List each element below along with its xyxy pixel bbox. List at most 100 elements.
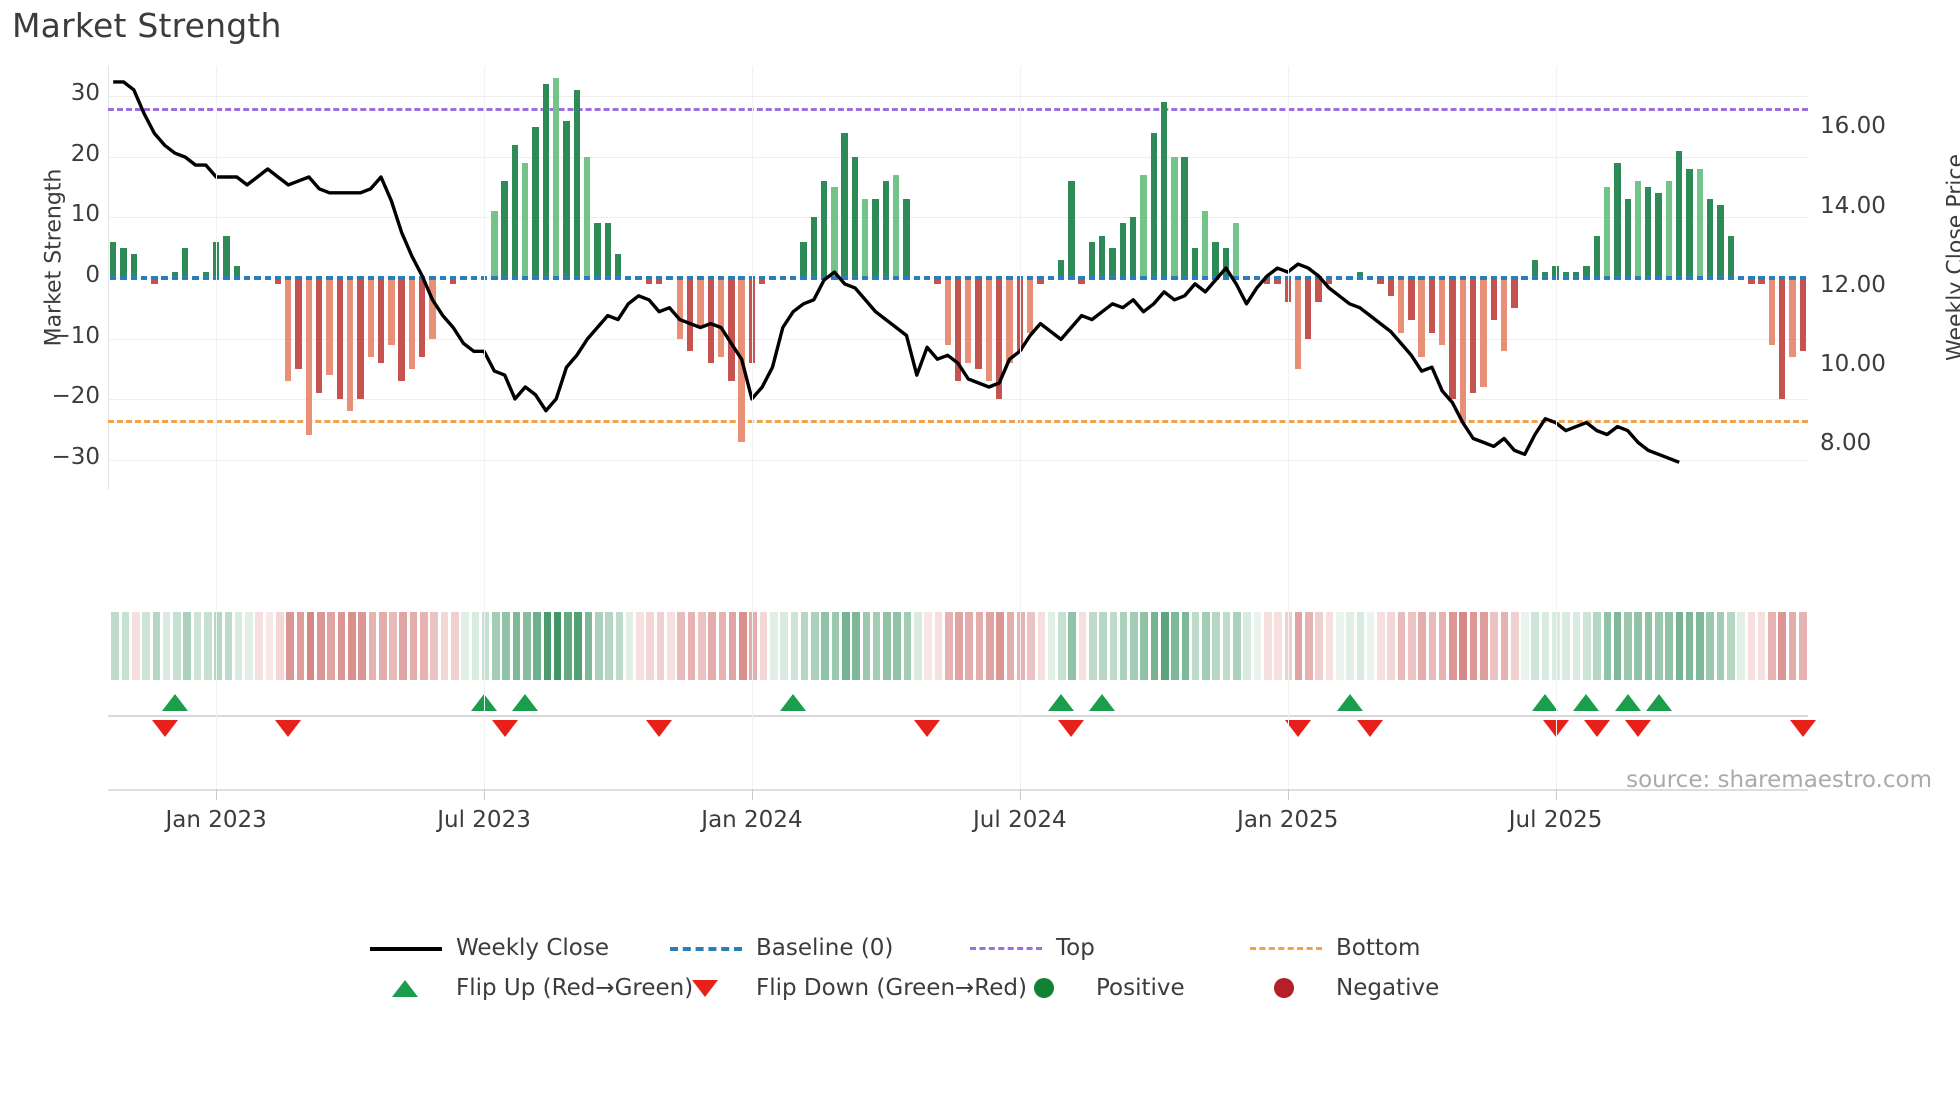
- flip-down-marker-icon: [646, 720, 673, 737]
- flip-down-marker-icon: [491, 720, 518, 737]
- baseline-segment: [1253, 276, 1260, 280]
- bar-positive: [1150, 132, 1157, 278]
- baseline-segment: [109, 276, 117, 280]
- bar-negative: [985, 278, 993, 381]
- baseline-segment: [254, 276, 261, 280]
- baseline-segment: [1294, 276, 1302, 280]
- bar-negative: [965, 278, 972, 363]
- heat-cell: [481, 612, 490, 680]
- baseline-segment: [1047, 276, 1054, 280]
- baseline-segment: [1737, 276, 1745, 280]
- heat-cell: [769, 612, 778, 680]
- heat-cell: [142, 612, 150, 680]
- flip-down-marker-icon: [275, 720, 302, 737]
- heat-cell: [512, 612, 521, 680]
- legend-item[interactable]: Baseline (0): [670, 928, 893, 968]
- baseline-segment: [1377, 276, 1384, 280]
- baseline-segment: [1490, 276, 1497, 280]
- baseline-segment: [1676, 276, 1683, 280]
- heat-cell: [1696, 612, 1704, 680]
- heat-cell: [656, 612, 665, 680]
- heat-cell: [595, 612, 603, 680]
- heat-cell: [1109, 612, 1118, 680]
- baseline-segment: [810, 276, 817, 280]
- baseline-segment: [645, 276, 653, 280]
- bar-positive: [1603, 187, 1611, 278]
- legend-item[interactable]: Negative: [1250, 968, 1439, 1008]
- x-grid-line: [216, 66, 218, 789]
- x-axis-tick-label: Jul 2025: [1508, 807, 1603, 833]
- bar-positive: [182, 247, 189, 278]
- baseline-segment: [707, 276, 714, 280]
- baseline-segment: [1686, 276, 1693, 280]
- bar-positive: [1129, 217, 1137, 278]
- legend-item[interactable]: Weekly Close: [370, 928, 609, 968]
- bar-positive: [831, 187, 838, 278]
- baseline-segment: [738, 276, 745, 280]
- heat-cell: [327, 612, 336, 680]
- bar-negative: [975, 278, 982, 369]
- bar-positive: [130, 253, 137, 278]
- heat-cell: [687, 612, 696, 680]
- bar-negative: [1490, 278, 1497, 321]
- legend-item[interactable]: Flip Down (Green→Red): [670, 968, 1027, 1008]
- heat-cell: [852, 612, 860, 680]
- heat-cell: [1407, 612, 1416, 680]
- baseline-segment: [892, 276, 900, 280]
- baseline-segment: [1078, 276, 1085, 280]
- heat-cell: [605, 612, 613, 680]
- bar-negative: [408, 278, 416, 369]
- heat-cell: [1058, 612, 1066, 680]
- heat-cell: [996, 612, 1004, 680]
- baseline-segment: [1480, 276, 1487, 280]
- baseline-segment: [944, 276, 951, 280]
- bar-positive: [604, 223, 611, 278]
- bar-positive: [800, 241, 807, 278]
- baseline-segment: [1037, 276, 1044, 280]
- bar-positive: [1562, 271, 1570, 278]
- heat-cell: [1253, 612, 1262, 680]
- legend-item[interactable]: Top: [970, 928, 1095, 968]
- heat-cell: [1294, 612, 1303, 680]
- heat-cell: [1263, 612, 1272, 680]
- legend-item[interactable]: Bottom: [1250, 928, 1420, 968]
- bar-positive: [563, 120, 570, 278]
- legend-item[interactable]: Positive: [1010, 968, 1185, 1008]
- bar-positive: [1542, 271, 1549, 278]
- baseline-segment: [1542, 276, 1549, 280]
- main-plot-area: 30 20 10 0 −10 −20 −30 16.00 14.00 12.00 10.00 8.00: [51, 66, 1886, 490]
- baseline-segment: [769, 276, 776, 280]
- flip-up-marker-icon: [1532, 694, 1559, 711]
- legend-item-label: Baseline (0): [756, 935, 894, 961]
- legend-item[interactable]: Flip Up (Red→Green): [370, 968, 693, 1008]
- bar-negative: [1449, 278, 1456, 400]
- baseline-segment: [1150, 276, 1157, 280]
- bar-positive: [1614, 162, 1621, 278]
- bar-positive: [1181, 156, 1188, 278]
- bar-positive: [1665, 181, 1673, 278]
- heat-cell: [1130, 612, 1138, 680]
- heat-cell: [317, 612, 325, 680]
- baseline-segment: [1706, 276, 1714, 280]
- flip-up-marker-icon: [1614, 694, 1641, 711]
- baseline-segment: [635, 276, 642, 280]
- baseline-segment: [233, 276, 240, 280]
- heat-cell: [348, 612, 356, 680]
- baseline-segment: [274, 276, 282, 280]
- baseline-segment: [1459, 276, 1467, 280]
- bar-negative: [697, 278, 704, 327]
- bar-positive: [552, 78, 560, 278]
- bar-positive: [1232, 223, 1240, 278]
- baseline-segment: [1531, 276, 1539, 280]
- bar-negative: [759, 278, 766, 285]
- heat-cell: [1006, 612, 1015, 680]
- heat-cell: [780, 612, 788, 680]
- heat-cell: [625, 612, 634, 680]
- baseline-segment: [1645, 276, 1652, 280]
- heat-cell: [440, 612, 449, 680]
- bar-positive: [1717, 205, 1724, 278]
- heat-cell: [728, 612, 737, 680]
- baseline-segment: [1748, 276, 1755, 280]
- bar-positive: [810, 217, 817, 278]
- baseline-segment: [1572, 276, 1580, 280]
